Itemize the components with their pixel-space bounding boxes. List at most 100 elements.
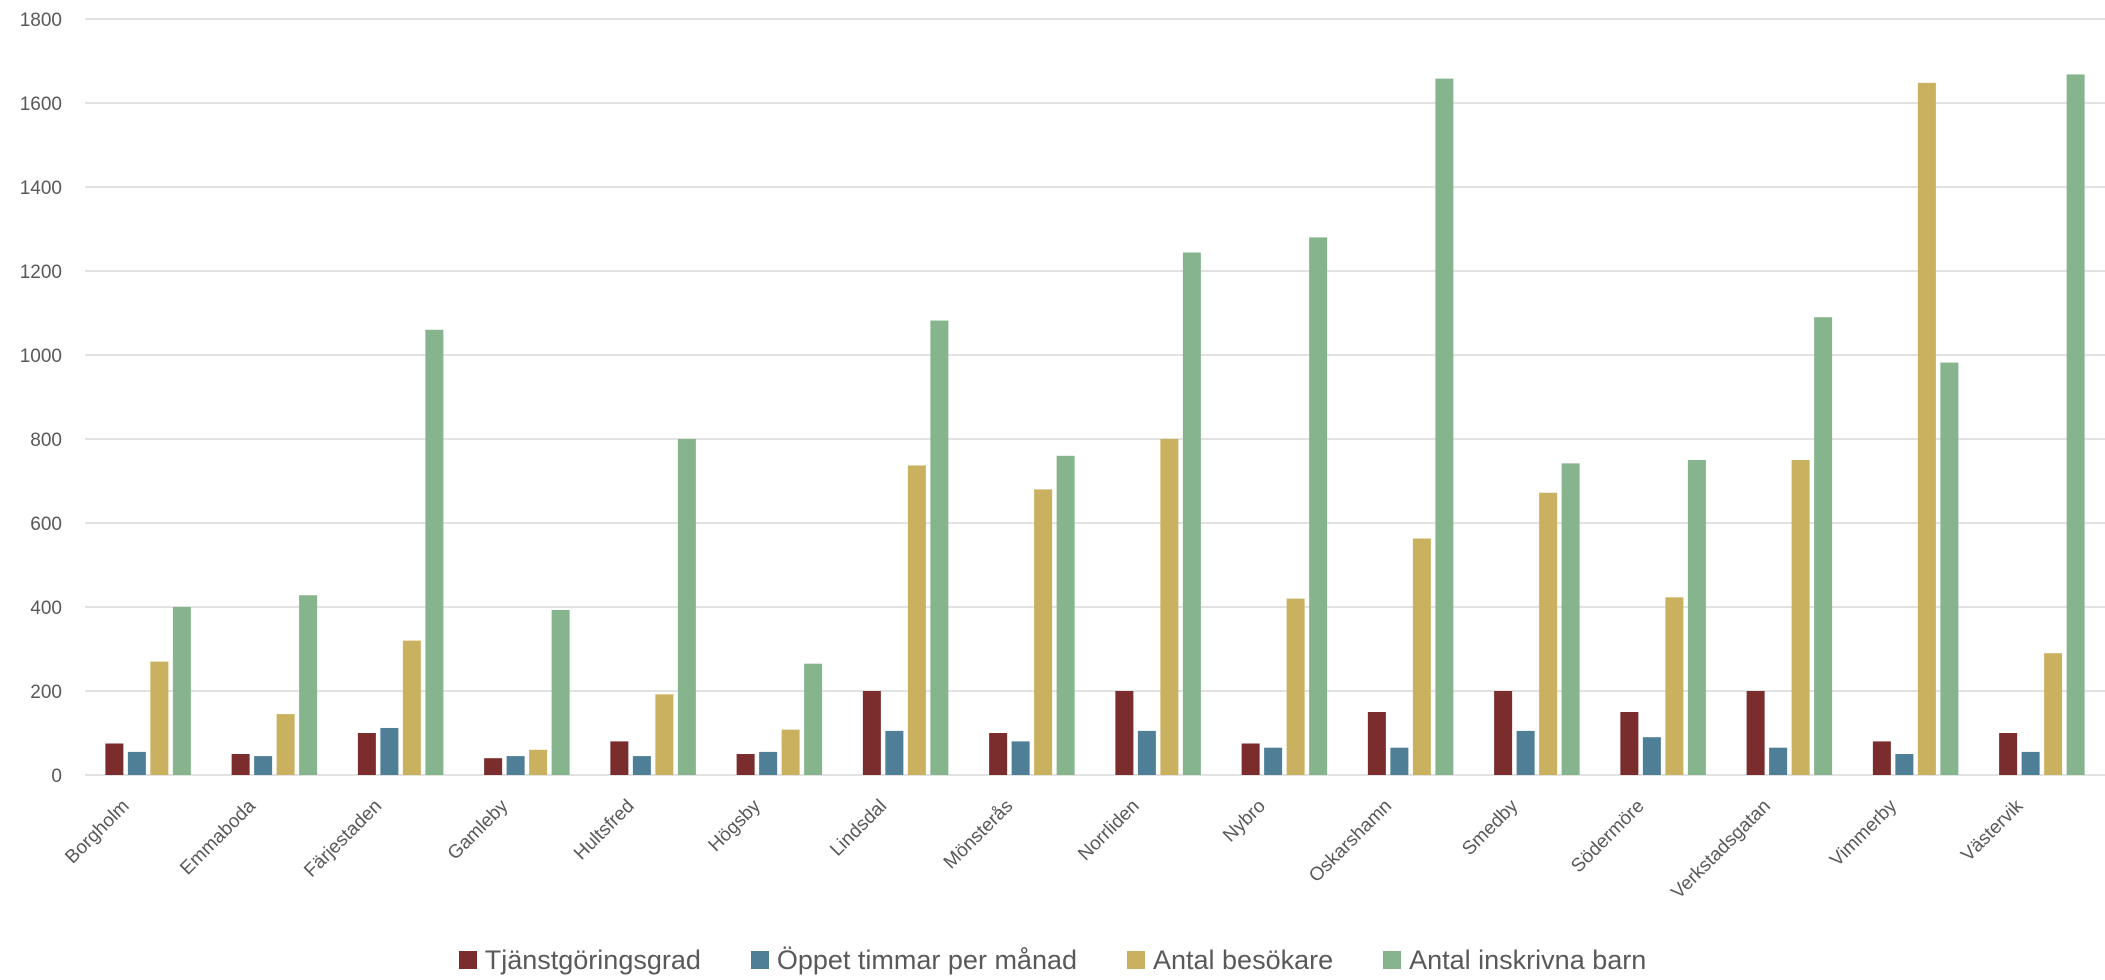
- legend-swatch: [1127, 951, 1145, 969]
- bar: [1940, 362, 1959, 775]
- bar: [1814, 317, 1833, 775]
- x-tick-label: Västervik: [1957, 795, 2027, 865]
- bar: [299, 595, 318, 775]
- bar: [1309, 237, 1328, 775]
- bar: [1516, 730, 1535, 775]
- bar: [529, 749, 548, 775]
- bar: [1264, 747, 1283, 775]
- x-tick-label: Gamleby: [444, 795, 513, 864]
- x-tick-label: Nybro: [1219, 796, 1270, 847]
- x-tick-label: Södermöre: [1567, 796, 1648, 877]
- bar: [1999, 733, 2018, 775]
- bar: [885, 730, 904, 775]
- x-tick-label: Borgholm: [61, 796, 133, 868]
- x-tick-label: Hultsfred: [570, 796, 639, 865]
- bar: [781, 729, 800, 775]
- y-tick-label: 200: [30, 682, 62, 703]
- bar: [1895, 754, 1914, 775]
- bar: [1390, 747, 1409, 775]
- bar: [1115, 691, 1134, 775]
- bar: [357, 733, 376, 775]
- gridlines: [85, 18, 2105, 776]
- bar: [1435, 78, 1454, 775]
- bar: [655, 694, 674, 775]
- x-tick-label: Vimmerby: [1826, 795, 1901, 870]
- x-tick-label: Emmaboda: [176, 795, 260, 879]
- bar: [1872, 741, 1891, 775]
- legend-label: Tjänstgöringsgrad: [484, 944, 701, 975]
- bar: [551, 609, 570, 775]
- bar: [1412, 538, 1431, 775]
- bar: [506, 756, 525, 775]
- bar: [402, 640, 421, 775]
- bar-chart: 0 200 400 600 800 1000 1200 1400 1600 1800 Borgho…: [20, 10, 2105, 903]
- bar: [1687, 460, 1706, 775]
- bar: [677, 439, 696, 775]
- bar: [380, 727, 399, 775]
- bar: [1746, 691, 1765, 775]
- bars: [105, 74, 2085, 776]
- x-tick-label: Lindsdal: [826, 796, 891, 861]
- legend-item: Öppet timmar per månad: [750, 944, 1077, 976]
- bar: [610, 741, 629, 775]
- bar: [989, 733, 1008, 775]
- bar: [425, 329, 444, 775]
- bar: [231, 754, 250, 775]
- x-tick-label: Högsby: [705, 795, 766, 856]
- y-tick-label: 1400: [20, 178, 62, 199]
- bar: [907, 465, 926, 775]
- bar: [1034, 489, 1053, 775]
- bar: [1642, 737, 1661, 775]
- bar: [2044, 653, 2063, 775]
- bar: [1665, 597, 1684, 775]
- bar: [1011, 741, 1030, 775]
- legend-swatch: [458, 951, 477, 969]
- y-tick-label: 1200: [20, 262, 62, 283]
- bar: [759, 751, 778, 775]
- bar: [2021, 751, 2040, 775]
- bar: [804, 663, 823, 775]
- x-tick-label: Oskarshamn: [1305, 796, 1396, 887]
- bar: [1917, 82, 1936, 776]
- legend-swatch: [1383, 951, 1402, 969]
- y-tick-label: 400: [30, 598, 62, 619]
- legend-swatch: [750, 951, 769, 969]
- legend-label: Öppet timmar per månad: [776, 944, 1077, 975]
- bar: [1791, 460, 1810, 775]
- legend-item: Tjänstgöringsgrad: [458, 944, 701, 976]
- legend: Tjänstgöringsgrad Öppet timmar per månad…: [0, 940, 2105, 980]
- y-tick-label: 600: [30, 514, 62, 535]
- bar: [127, 751, 146, 775]
- bar: [484, 758, 503, 775]
- bar: [632, 756, 651, 775]
- y-tick-label: 1000: [20, 346, 62, 367]
- x-tick-label: Norrliden: [1074, 796, 1143, 865]
- bar: [1494, 691, 1513, 775]
- bar: [172, 607, 191, 775]
- y-tick-label: 1800: [20, 10, 62, 31]
- x-tick-label: Smedby: [1458, 795, 1522, 859]
- bar: [150, 661, 169, 775]
- bar: [276, 714, 295, 775]
- legend-item: Antal besökare: [1127, 945, 1333, 976]
- bar: [2066, 74, 2085, 775]
- legend-label: Antal inskrivna barn: [1409, 944, 1647, 975]
- x-tick-label: Mönsterås: [940, 796, 1018, 874]
- bar: [1160, 439, 1179, 775]
- legend-item: Antal inskrivna barn: [1383, 945, 1646, 976]
- bar: [736, 754, 755, 775]
- bar: [1561, 463, 1580, 775]
- bar: [1241, 743, 1260, 775]
- bar: [254, 756, 273, 775]
- y-tick-label: 1600: [20, 94, 62, 115]
- bar: [105, 743, 124, 775]
- y-tick-label: 0: [51, 766, 62, 787]
- bar: [1620, 712, 1639, 775]
- x-tick-label: Färjestaden: [300, 796, 386, 882]
- bar: [1286, 598, 1305, 775]
- bar: [1769, 747, 1788, 775]
- bar: [862, 691, 881, 775]
- bar: [1367, 712, 1386, 775]
- bar: [1539, 492, 1558, 775]
- y-tick-label: 800: [30, 430, 62, 451]
